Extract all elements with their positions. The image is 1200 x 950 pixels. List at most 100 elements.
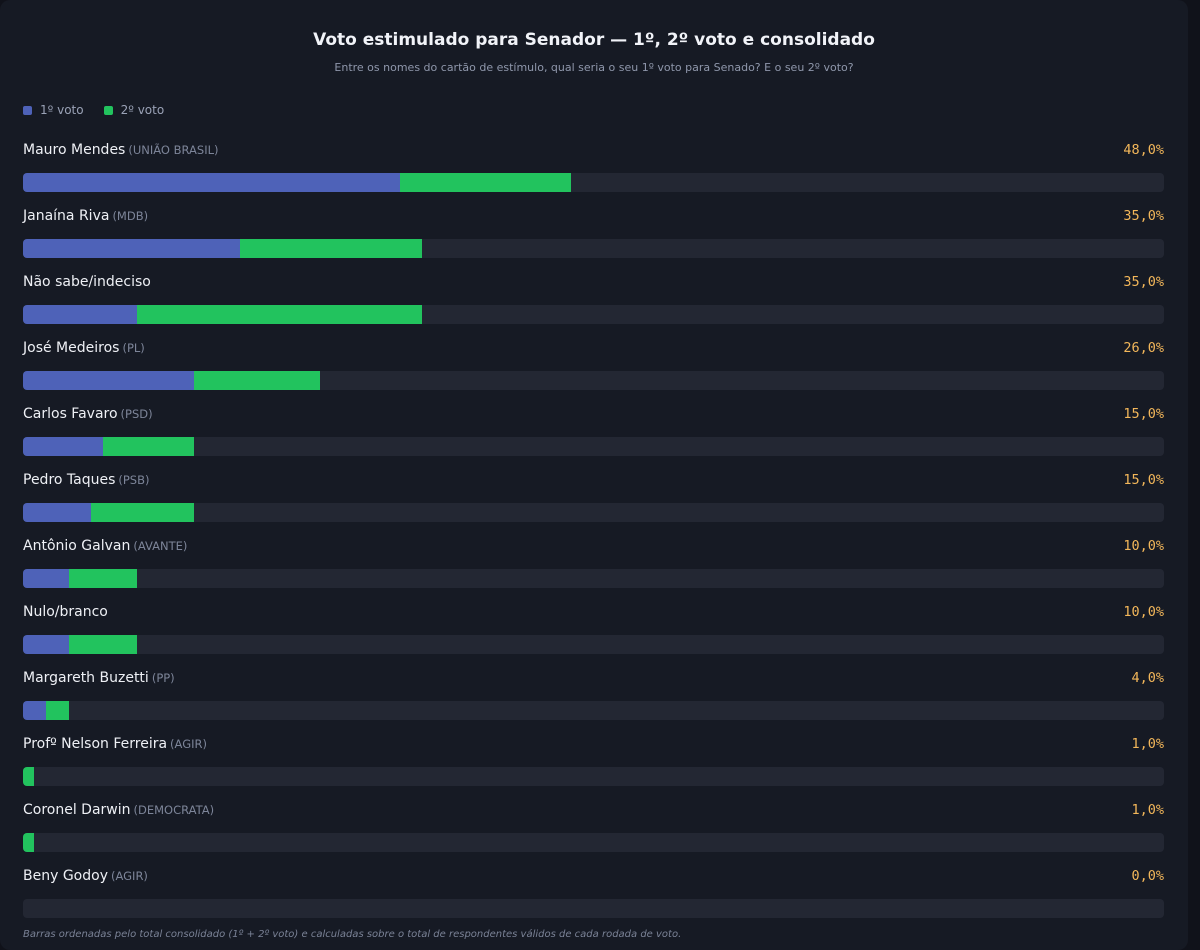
chart-subtitle: Entre os nomes do cartão de estímulo, qu… <box>334 61 854 74</box>
bar-track <box>23 371 1164 390</box>
total-value-label: 15,0% <box>1123 472 1164 488</box>
bar-row: Pedro Taques (PSB) 15,0% <box>23 472 1164 538</box>
category-label: Mauro Mendes (UNIÃO BRASIL) <box>23 142 219 158</box>
category-label: Margareth Buzetti (PP) <box>23 670 175 686</box>
category-label: Coronel Darwin (DEMOCRATA) <box>23 802 214 818</box>
legend-item-voto1[interactable]: 1º voto <box>23 103 84 117</box>
bar-segment-voto2[interactable] <box>45 701 69 720</box>
party-label: (PP) <box>151 671 175 685</box>
total-value-label: 4,0% <box>1131 670 1164 686</box>
category-label: Não sabe/indeciso <box>23 274 151 290</box>
bar-track <box>23 239 1164 258</box>
party-label: (AVANTE) <box>133 539 188 553</box>
candidate-name: Nulo/branco <box>23 604 108 620</box>
bar-segment-voto1[interactable] <box>23 635 69 654</box>
bar-segment-voto2[interactable] <box>91 503 195 522</box>
total-value-label: 10,0% <box>1123 538 1164 554</box>
bar-segment-voto1[interactable] <box>23 173 400 192</box>
bar-row: Beny Godoy (AGIR) 0,0% <box>23 868 1164 934</box>
bar-track <box>23 833 1164 852</box>
bar-row: Carlos Favaro (PSD) 15,0% <box>23 406 1164 472</box>
candidate-name: Profº Nelson Ferreira <box>23 736 168 752</box>
candidate-name: Mauro Mendes <box>23 142 126 158</box>
bar-rows: Mauro Mendes (UNIÃO BRASIL) 48,0% Janaína R… <box>23 142 1164 934</box>
bar-segment-voto2[interactable] <box>239 239 423 258</box>
bar-track <box>23 569 1164 588</box>
party-label: (DEMOCRATA) <box>133 803 215 817</box>
bar-segment-voto2[interactable] <box>399 173 571 192</box>
total-value-label: 15,0% <box>1123 406 1164 422</box>
candidate-name: Janaína Riva <box>23 208 110 224</box>
bar-segment-voto2[interactable] <box>137 305 423 324</box>
bar-segment-voto2[interactable] <box>68 569 138 588</box>
bar-segment-voto2[interactable] <box>68 635 138 654</box>
bar-track <box>23 701 1164 720</box>
total-value-label: 26,0% <box>1123 340 1164 356</box>
bar-segment-voto2[interactable] <box>102 437 195 456</box>
total-value-label: 0,0% <box>1131 868 1164 884</box>
legend-swatch-voto1 <box>23 105 32 115</box>
bar-segment-voto1[interactable] <box>23 569 69 588</box>
party-label: (PSD) <box>120 407 153 421</box>
bar-row: Margareth Buzetti (PP) 4,0% <box>23 670 1164 736</box>
legend-item-voto2[interactable]: 2º voto <box>103 103 165 117</box>
bar-track <box>23 437 1164 456</box>
legend-label-voto2: 2º voto <box>120 103 165 117</box>
party-label: (PL) <box>122 341 145 355</box>
category-label: Beny Godoy (AGIR) <box>23 868 148 884</box>
bar-segment-voto2[interactable] <box>194 371 320 390</box>
bar-track <box>23 767 1164 786</box>
chart-title: Voto estimulado para Senador — 1º, 2º vo… <box>313 30 875 50</box>
bar-row: Não sabe/indeciso 35,0% <box>23 274 1164 340</box>
bar-segment-voto2[interactable] <box>23 833 35 852</box>
bar-row: Profº Nelson Ferreira (AGIR) 1,0% <box>23 736 1164 802</box>
bar-row: Janaína Riva (MDB) 35,0% <box>23 208 1164 274</box>
bar-segment-voto1[interactable] <box>23 701 46 720</box>
bar-track <box>23 305 1164 324</box>
bar-segment-voto1[interactable] <box>23 305 138 324</box>
candidate-name: José Medeiros <box>23 340 120 356</box>
category-label: José Medeiros (PL) <box>23 340 145 356</box>
total-value-label: 1,0% <box>1131 802 1164 818</box>
bar-row: Antônio Galvan (AVANTE) 10,0% <box>23 538 1164 604</box>
bar-segment-voto1[interactable] <box>23 371 195 390</box>
category-label: Nulo/branco <box>23 604 108 620</box>
bar-track <box>23 503 1164 522</box>
candidate-name: Antônio Galvan <box>23 538 131 554</box>
candidate-name: Beny Godoy <box>23 868 108 884</box>
category-label: Carlos Favaro (PSD) <box>23 406 153 422</box>
candidate-name: Não sabe/indeciso <box>23 274 151 290</box>
bar-track <box>23 635 1164 654</box>
total-value-label: 35,0% <box>1123 208 1164 224</box>
bar-track <box>23 899 1164 918</box>
party-label: (AGIR) <box>170 737 207 751</box>
total-value-label: 48,0% <box>1123 142 1164 158</box>
legend-label-voto1: 1º voto <box>40 103 84 117</box>
legend: 1º voto 2º voto <box>23 103 164 117</box>
party-label: (UNIÃO BRASIL) <box>128 143 219 157</box>
bar-row: José Medeiros (PL) 26,0% <box>23 340 1164 406</box>
category-label: Janaína Riva (MDB) <box>23 208 148 224</box>
bar-segment-voto2[interactable] <box>23 767 35 786</box>
candidate-name: Coronel Darwin <box>23 802 131 818</box>
total-value-label: 35,0% <box>1123 274 1164 290</box>
bar-segment-voto1[interactable] <box>23 503 92 522</box>
candidate-name: Pedro Taques <box>23 472 116 488</box>
bar-track <box>23 173 1164 192</box>
bar-row: Nulo/branco 10,0% <box>23 604 1164 670</box>
legend-swatch-voto2 <box>103 105 113 115</box>
bar-row: Coronel Darwin (DEMOCRATA) 1,0% <box>23 802 1164 868</box>
category-label: Antônio Galvan (AVANTE) <box>23 538 187 554</box>
party-label: (MDB) <box>112 209 149 223</box>
party-label: (AGIR) <box>110 869 148 883</box>
bar-segment-voto1[interactable] <box>23 437 103 456</box>
bar-segment-voto1[interactable] <box>23 239 240 258</box>
category-label: Pedro Taques (PSB) <box>23 472 150 488</box>
bar-row: Mauro Mendes (UNIÃO BRASIL) 48,0% <box>23 142 1164 208</box>
footnote: Barras ordenadas pelo total consolidado … <box>23 929 682 940</box>
candidate-name: Margareth Buzetti <box>23 670 149 686</box>
total-value-label: 1,0% <box>1131 736 1164 752</box>
total-value-label: 10,0% <box>1123 604 1164 620</box>
candidate-name: Carlos Favaro <box>23 406 118 422</box>
